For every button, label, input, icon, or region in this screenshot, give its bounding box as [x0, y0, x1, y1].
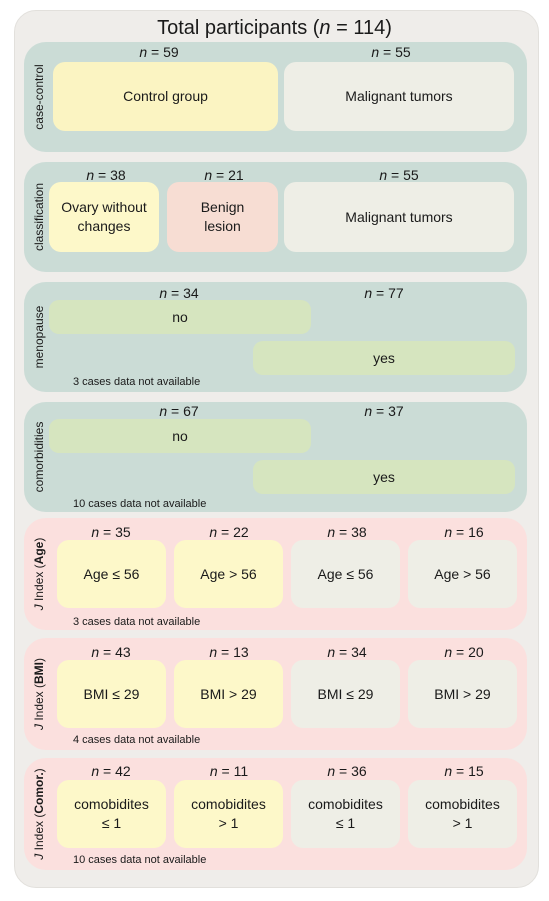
- n-label-malignant-class: n = 55: [379, 167, 419, 183]
- box-comor-ctrl-gt: comobidites > 1: [174, 780, 283, 848]
- n-label-age-1: n = 35: [91, 524, 131, 540]
- box-age-mal-le: Age ≤ 56: [291, 540, 400, 608]
- panel-label-j-bmi: J Index (BMI): [32, 657, 46, 731]
- box-bmi-mal-le: BMI ≤ 29: [291, 660, 400, 728]
- box-control-group: Control group: [53, 62, 278, 131]
- panel-label-classification: classification: [32, 182, 46, 252]
- n-label-comorb-yes: n = 37: [364, 403, 404, 419]
- box-age-ctrl-gt: Age > 56: [174, 540, 283, 608]
- diagram-title: Total participants (n = 114): [157, 17, 392, 39]
- panel-label-case-control: case-control: [32, 64, 46, 130]
- n-label-bmi-2: n = 13: [209, 644, 249, 660]
- box-bmi-mal-gt: BMI > 29: [408, 660, 517, 728]
- bar-menopause-yes: yes: [253, 341, 515, 375]
- panel-j-index-bmi: J Index (BMI) n = 43 n = 13 n = 34 n = 2…: [24, 638, 527, 750]
- n-label-age-3: n = 38: [327, 524, 367, 540]
- note-comorb-na: 10 cases data not available: [73, 498, 207, 510]
- panel-label-j-age: J Index (Age): [32, 537, 46, 611]
- box-age-mal-gt: Age > 56: [408, 540, 517, 608]
- panel-case-control: case-control n = 59 n = 55 Control group…: [24, 42, 527, 152]
- panel-j-index-comor: J Index (Comor.) n = 42 n = 11 n = 36 n …: [24, 758, 527, 870]
- box-bmi-ctrl-le: BMI ≤ 29: [57, 660, 166, 728]
- n-label-bmi-4: n = 20: [444, 644, 484, 660]
- note-comor-na: 10 cases data not available: [73, 854, 207, 866]
- panel-label-menopause: menopause: [32, 305, 46, 369]
- note-age-na: 3 cases data not available: [73, 616, 201, 628]
- box-bmi-ctrl-gt: BMI > 29: [174, 660, 283, 728]
- n-label-comor-2: n = 11: [209, 763, 249, 779]
- n-label-comor-3: n = 36: [327, 763, 367, 779]
- note-bmi-na: 4 cases data not available: [73, 734, 201, 746]
- box-malignant-tumors-class: Malignant tumors: [284, 182, 514, 252]
- box-benign-lesion: Benign lesion: [167, 182, 278, 252]
- n-label-malignant: n = 55: [371, 44, 411, 60]
- box-malignant-tumors: Malignant tumors: [284, 62, 514, 131]
- n-label-comor-1: n = 42: [91, 763, 131, 779]
- panel-label-j-comor: J Index (Comor.): [32, 768, 46, 860]
- box-comor-mal-gt: comobidites > 1: [408, 780, 517, 848]
- box-comor-ctrl-le: comobidites ≤ 1: [57, 780, 166, 848]
- n-label-age-2: n = 22: [209, 524, 249, 540]
- n-label-menopause-yes: n = 77: [364, 285, 404, 301]
- n-label-ovary: n = 38: [86, 167, 126, 183]
- n-label-comorb-no: n = 67: [159, 403, 199, 419]
- n-label-benign: n = 21: [204, 167, 244, 183]
- bar-comorb-no: no: [49, 419, 311, 453]
- n-label-bmi-1: n = 43: [91, 644, 131, 660]
- n-label-menopause-no: n = 34: [159, 285, 199, 301]
- box-ovary-without-changes: Ovary without changes: [49, 182, 159, 252]
- bar-comorb-yes: yes: [253, 460, 515, 494]
- panel-comorbidities: comorbidities n = 67 n = 37 no yes 10 ca…: [24, 402, 527, 512]
- box-comor-mal-le: comobidites ≤ 1: [291, 780, 400, 848]
- n-label-age-4: n = 16: [444, 524, 484, 540]
- panel-classification: classification n = 38 n = 21 n = 55 Ovar…: [24, 162, 527, 272]
- n-label-comor-4: n = 15: [444, 763, 484, 779]
- bar-menopause-no: no: [49, 300, 311, 334]
- box-age-ctrl-le: Age ≤ 56: [57, 540, 166, 608]
- n-label-bmi-3: n = 34: [327, 644, 367, 660]
- note-menopause-na: 3 cases data not available: [73, 376, 201, 388]
- panel-menopause: menopause n = 34 n = 77 no yes 3 cases d…: [24, 282, 527, 392]
- n-label-control: n = 59: [139, 44, 179, 60]
- panel-label-comorbidities: comorbidities: [32, 421, 46, 493]
- panel-j-index-age: J Index (Age) n = 35 n = 22 n = 38 n = 1…: [24, 518, 527, 630]
